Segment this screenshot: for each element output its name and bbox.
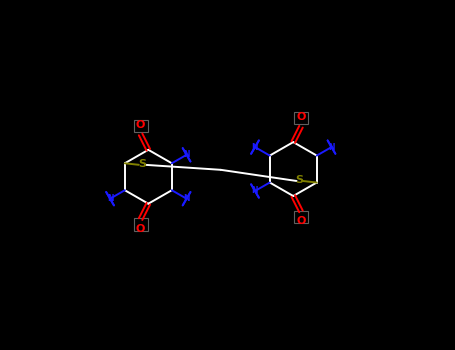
Text: O: O bbox=[296, 112, 306, 122]
Bar bbox=[294, 112, 308, 124]
Text: O: O bbox=[136, 120, 145, 130]
Text: S: S bbox=[295, 175, 303, 185]
Text: N: N bbox=[252, 187, 258, 196]
Bar bbox=[134, 218, 147, 231]
Text: S: S bbox=[139, 159, 147, 169]
Text: O: O bbox=[296, 216, 306, 226]
Text: N: N bbox=[328, 142, 335, 152]
Text: N: N bbox=[252, 142, 258, 152]
Text: N: N bbox=[107, 194, 113, 203]
Bar bbox=[134, 120, 147, 132]
Text: O: O bbox=[136, 224, 145, 234]
Bar bbox=[294, 211, 308, 223]
Text: N: N bbox=[183, 150, 190, 159]
Text: N: N bbox=[183, 194, 190, 203]
